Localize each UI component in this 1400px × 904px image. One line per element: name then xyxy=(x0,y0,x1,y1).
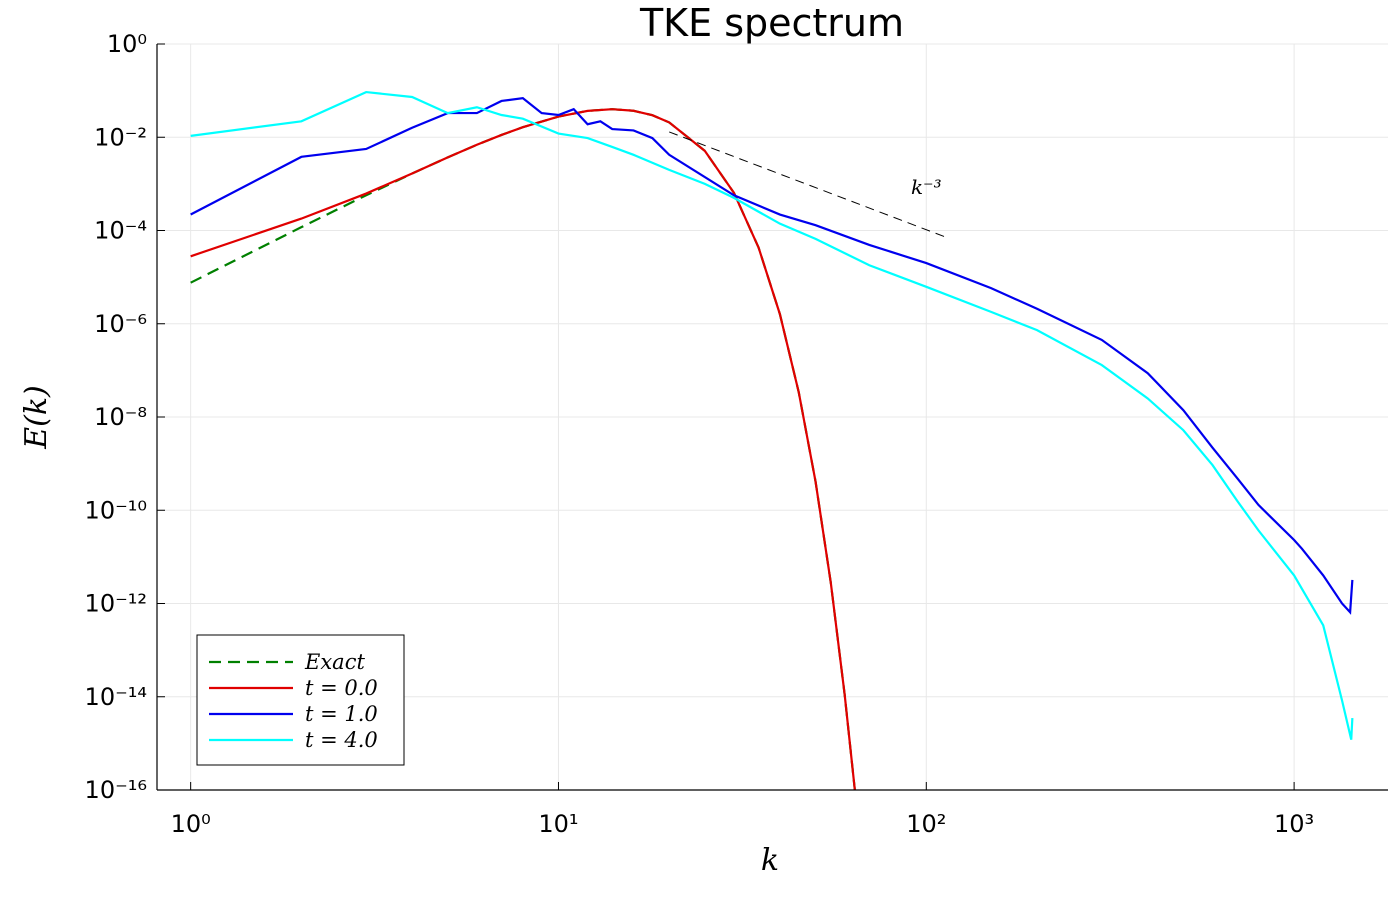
y-tick-label: 10⁰ xyxy=(107,30,147,58)
chart-title: TKE spectrum xyxy=(639,1,904,45)
y-tick-label: 10⁻⁴ xyxy=(94,217,147,245)
y-tick-label: 10⁻¹² xyxy=(85,590,147,618)
plot-area xyxy=(190,90,1354,790)
y-tick-label: 10⁻¹⁴ xyxy=(85,683,147,711)
x-axis-label: k xyxy=(761,843,779,878)
reference-label: k⁻³ xyxy=(911,175,942,199)
legend-label: Exact xyxy=(304,650,365,674)
x-tick-label: 10¹ xyxy=(538,810,578,838)
legend-label: t = 1.0 xyxy=(305,702,378,726)
grid xyxy=(157,43,1388,791)
reference-line xyxy=(669,131,945,238)
y-tick-label: 10⁻² xyxy=(94,123,147,151)
legend-label: t = 4.0 xyxy=(305,728,378,752)
x-tick-label: 10² xyxy=(906,810,946,838)
y-tick-label: 10⁻⁸ xyxy=(94,403,147,431)
y-tick-label: 10⁻¹⁰ xyxy=(85,496,147,524)
legend-label: t = 0.0 xyxy=(305,676,378,700)
series-line xyxy=(190,90,1354,740)
y-tick-label: 10⁻⁶ xyxy=(94,310,147,338)
series-line xyxy=(190,108,856,790)
axes: 10⁰ 10¹ 10² 10³ 10⁰ 10⁻² 10⁻⁴ 10⁻⁶ 10⁻⁸ 10⁻¹⁰ 10⁻¹… xyxy=(85,30,1388,838)
y-tick-label: 10⁻¹⁶ xyxy=(85,776,147,804)
series-line xyxy=(190,96,1354,615)
y-axis-label: E(k) xyxy=(19,385,54,450)
legend-box xyxy=(196,634,405,766)
x-tick-label: 10³ xyxy=(1274,810,1314,838)
x-tick-label: 10⁰ xyxy=(171,810,211,838)
